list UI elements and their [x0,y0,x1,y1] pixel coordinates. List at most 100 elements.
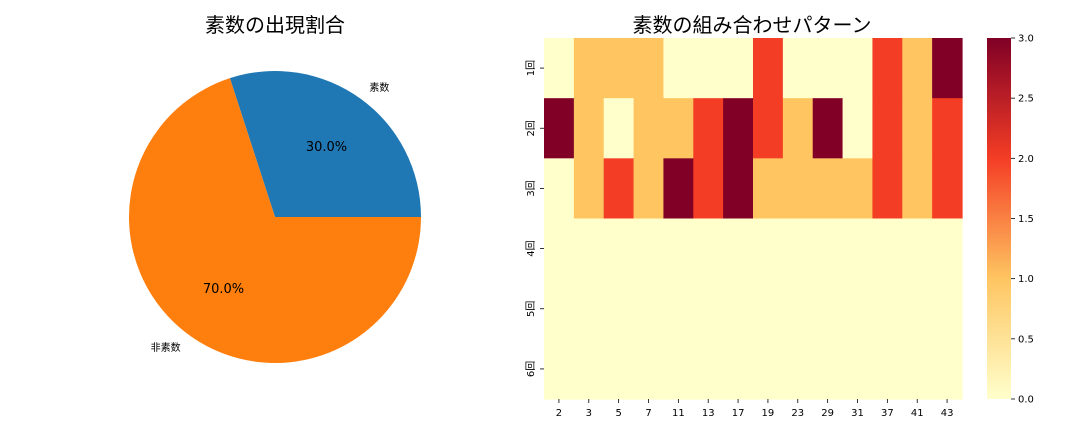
heatmap-cell [932,218,963,280]
colorbar-tick-label: 2.5 [1018,94,1034,105]
heatmap-cell [544,218,575,280]
heatmap-cell [603,278,635,340]
x-tick-label: 31 [851,408,864,419]
heatmap-cell [603,38,635,99]
heatmap-cell [932,98,963,159]
heatmap-cell [633,338,665,400]
x-tick-label: 37 [881,408,894,419]
heatmap-cell [633,38,665,99]
pie-slice-label-nonprime: 非素数 [151,341,181,354]
heatmap-cell [872,98,903,159]
colorbar-tick-label: 3.0 [1018,34,1034,45]
heatmap-cell [723,98,754,159]
heatmap-cell [633,158,665,220]
heatmap-cell [753,98,784,159]
pie-labels: 素数 非素数 30.0% 70.0% [151,81,390,354]
x-tick-label: 17 [732,408,745,419]
pie-slices [128,71,421,363]
heatmap-cell [723,338,754,400]
heatmap-cell [812,158,844,220]
heatmap-cell [902,98,933,159]
heatmap-cell [932,278,963,340]
heatmap-cell [753,158,784,220]
heatmap-cell [753,278,784,340]
heatmap-cell [573,278,605,340]
heatmap-chart: 素数の組み合わせパターン 2 3 5 7 11 13 17 19 23 29 31 37 41 43 1回… [525,13,1034,419]
heatmap-cell [544,38,575,99]
heatmap-cell [603,338,635,400]
heatmap-cell [663,38,694,99]
heatmap-cell [693,158,724,220]
colorbar-ticks: 0.0 0.5 1.0 1.5 2.0 2.5 3.0 [1011,34,1034,406]
heatmap-cell [782,278,814,340]
y-tick-label: 2回 [525,120,537,136]
heatmap-cells [544,38,963,400]
heatmap-cell [812,98,844,159]
x-tick-label: 41 [911,408,924,419]
x-tick-label: 23 [791,408,804,419]
y-tick-label: 3回 [525,180,537,196]
colorbar-tick-label: 2.0 [1018,154,1034,165]
heatmap-cell [902,338,933,400]
heatmap-cell [693,38,724,99]
x-tick-label: 19 [762,408,775,419]
x-tick-label: 7 [645,408,651,419]
heatmap-cell [753,38,784,99]
x-tick-label: 2 [556,408,562,419]
heatmap-cell [693,218,724,280]
heatmap-cell [544,338,575,400]
heatmap-cell [573,98,605,159]
heatmap-cell [753,338,784,400]
heatmap-x-ticks: 2 3 5 7 11 13 17 19 23 29 31 37 41 43 [556,399,954,419]
heatmap-cell [544,158,575,220]
heatmap-cell [573,38,605,99]
x-tick-label: 29 [821,408,834,419]
heatmap-cell [633,278,665,340]
colorbar-tick-label: 1.5 [1018,214,1034,225]
heatmap-cell [603,218,635,280]
heatmap-cell [663,218,694,280]
heatmap-cell [932,338,963,400]
heatmap-cell [663,98,694,159]
heatmap-cell [723,38,754,99]
pie-chart: 素数の出現割合 素数 非素数 30.0% 70.0% [128,13,421,363]
heatmap-cell [872,158,903,220]
pie-pct-nonprime: 70.0% [203,282,244,297]
x-tick-label: 5 [615,408,621,419]
colorbar [987,38,1011,399]
heatmap-cell [603,98,635,159]
y-tick-label: 6回 [525,361,537,377]
heatmap-cell [872,278,903,340]
heatmap-cell [573,158,605,220]
heatmap-cell [902,38,933,99]
heatmap-cell [902,158,933,220]
pie-title: 素数の出現割合 [205,13,345,37]
heatmap-cell [842,218,874,280]
x-tick-label: 11 [672,408,685,419]
heatmap-cell [663,278,694,340]
heatmap-cell [544,278,575,340]
heatmap-cell [842,158,874,220]
colorbar-tick-label: 0.0 [1018,395,1034,406]
heatmap-cell [782,38,814,99]
heatmap-cell [902,278,933,340]
heatmap-cell [663,338,694,400]
heatmap-cell [723,278,754,340]
heatmap-cell [842,38,874,99]
pie-slice-nonprime [128,78,421,363]
heatmap-cell [872,218,903,280]
y-tick-label: 4回 [525,240,537,256]
heatmap-cell [842,278,874,340]
x-tick-label: 13 [702,408,715,419]
colorbar-tick-label: 0.5 [1018,334,1034,345]
heatmap-cell [633,218,665,280]
heatmap-y-ticks: 1回 2回 3回 4回 5回 6回 [525,60,544,377]
heatmap-cell [812,338,844,400]
heatmap-cell [693,278,724,340]
x-tick-label: 43 [941,408,954,419]
heatmap-cell [633,98,665,159]
pie-slice-prime [229,71,421,218]
heatmap-cell [812,218,844,280]
